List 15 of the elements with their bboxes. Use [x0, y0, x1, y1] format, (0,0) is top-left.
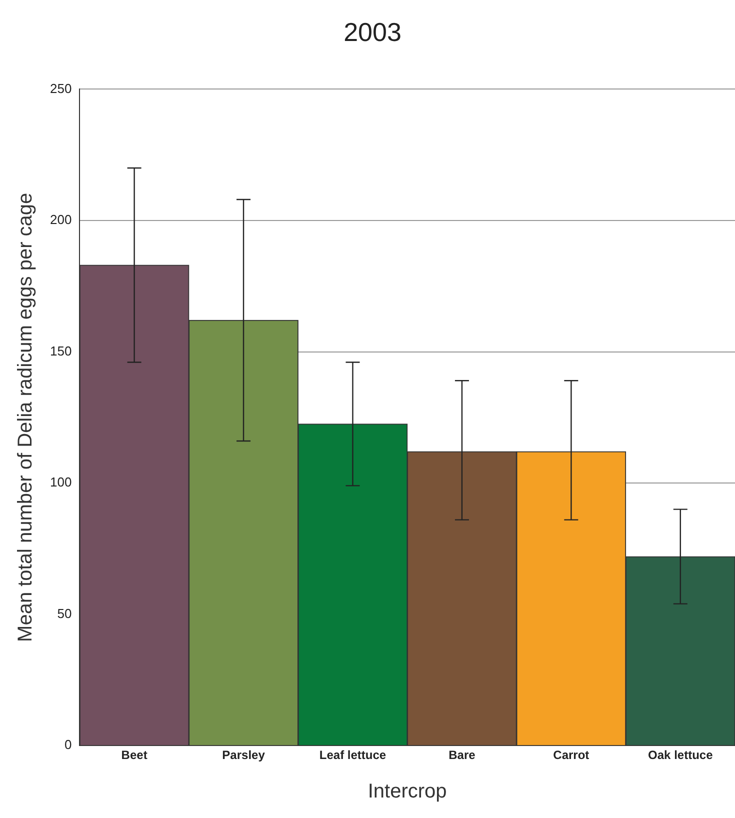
x-tick-label: Parsley	[222, 748, 266, 762]
y-tick-label: 100	[50, 474, 72, 490]
x-axis-title: Intercrop	[368, 780, 447, 803]
x-tick-label: Leaf lettuce	[319, 748, 386, 762]
y-axis-title: Mean total number of Delia radicum eggs per cage	[14, 192, 37, 642]
y-tick-label: 50	[57, 606, 72, 621]
x-tick-label: Oak lettuce	[648, 748, 714, 762]
y-tick-label: 250	[50, 80, 72, 96]
x-tick-label: Beet	[121, 748, 148, 762]
y-tick-label: 200	[50, 212, 72, 228]
y-tick-label: 150	[50, 343, 72, 358]
chart-title: 2003	[344, 16, 402, 47]
x-tick-label: Bare	[448, 748, 476, 762]
y-tick-label: 0	[64, 737, 72, 752]
x-tick-label: Carrot	[553, 748, 590, 762]
